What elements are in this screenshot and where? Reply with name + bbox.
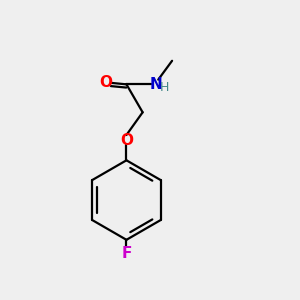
Text: F: F <box>121 246 132 261</box>
Text: O: O <box>120 133 133 148</box>
Text: N: N <box>149 77 162 92</box>
Text: O: O <box>99 75 112 90</box>
Text: H: H <box>160 81 169 94</box>
